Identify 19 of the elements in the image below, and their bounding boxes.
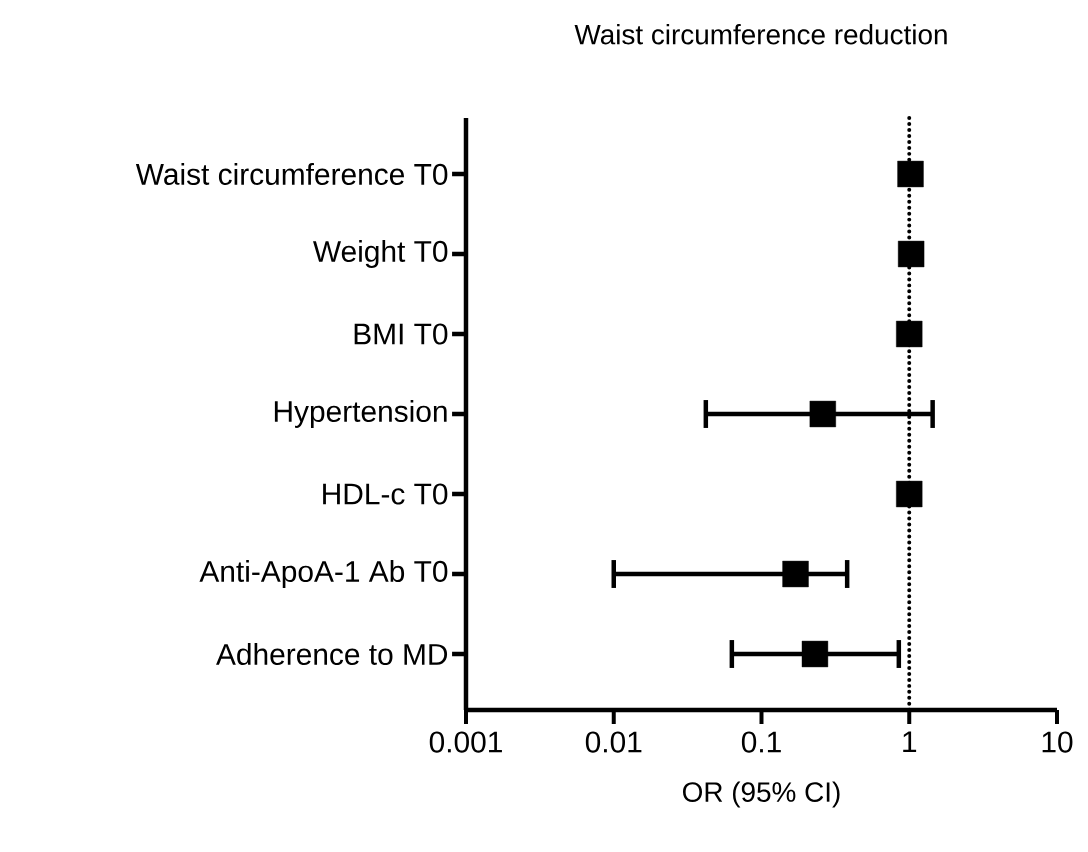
y-tick-label: Hypertension — [274, 400, 447, 428]
x-tick-label: 0.01 — [585, 731, 642, 753]
y-tick-label: Anti-ApoA-1 Ab T0 — [199, 560, 448, 588]
x-tick-label: 0.1 — [741, 731, 781, 753]
y-tick-label: Adherence to MD — [216, 643, 448, 665]
point — [896, 320, 923, 348]
y-tick-label: BMI T0 — [354, 323, 448, 345]
point — [897, 240, 925, 268]
y-tick-label: Waist circumference T0 — [135, 163, 448, 185]
x-tick-label: 0.001 — [429, 731, 502, 753]
x-tick-label: 10 — [1042, 731, 1073, 753]
y-tick-label: Weight T0 — [313, 240, 448, 268]
point — [801, 640, 829, 668]
y-tick-label: HDL-c T0 — [323, 483, 448, 505]
chart-title: Waist circumference reduction — [574, 24, 947, 45]
x-tick-label: 1 — [903, 731, 917, 753]
point — [897, 160, 924, 188]
x-axis-title: OR (95% CI) — [683, 781, 840, 808]
point — [896, 480, 923, 508]
